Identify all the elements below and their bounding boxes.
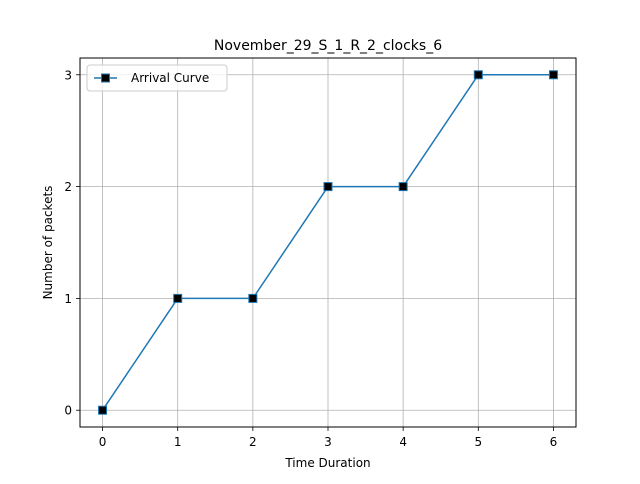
x-tick-label: 0 [99,435,107,449]
chart-title: November_29_S_1_R_2_clocks_6 [214,38,442,54]
legend-label: Arrival Curve [131,71,209,85]
x-tick-label: 4 [399,435,407,449]
y-tick-label: 3 [64,68,72,82]
data-point-marker [398,182,408,192]
x-tick-label: 1 [174,435,182,449]
legend-box [86,64,228,92]
axis-ticks: 0 1 2 3 4 5 6 0 1 2 3 [64,68,557,449]
x-axis-label: Time Duration [284,456,370,470]
data-point-marker [323,182,333,192]
data-point-marker [248,293,258,303]
x-tick-label: 6 [550,435,558,449]
data-point-marker [98,405,108,415]
legend-square-marker [101,73,110,83]
data-point-marker [548,70,558,80]
x-tick-label: 3 [324,435,332,449]
x-tick-label: 2 [249,435,257,449]
x-tick-label: 5 [474,435,482,449]
y-tick-label: 2 [64,180,72,194]
data-point-marker [173,293,183,303]
y-axis-label: Number of packets [41,186,55,300]
y-tick-label: 0 [64,404,72,418]
series-layer [98,70,558,415]
y-tick-label: 1 [64,292,72,306]
legend: Arrival Curve [86,64,228,92]
data-point-marker [473,70,483,80]
